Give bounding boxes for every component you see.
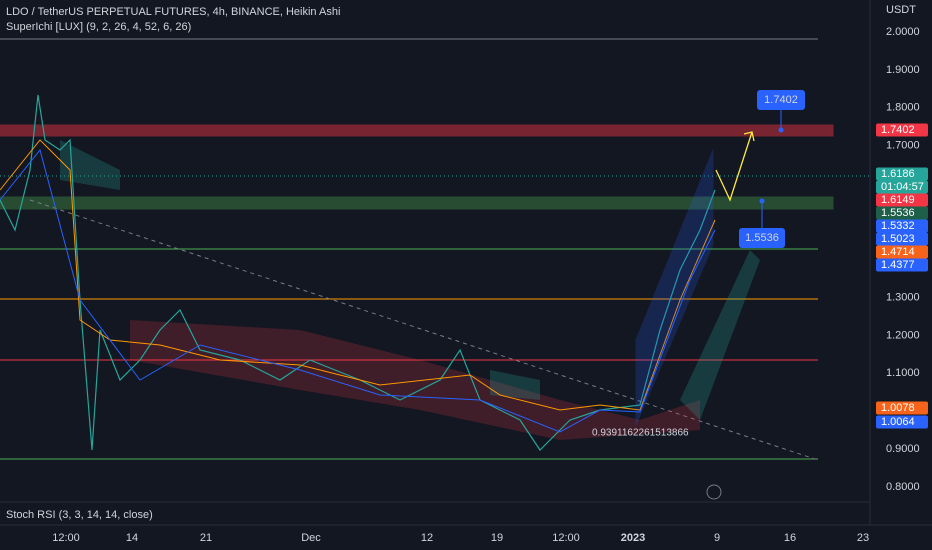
time-label: Dec <box>301 532 321 544</box>
price-tag-text: 1.6149 <box>881 194 915 206</box>
price-tag <box>876 401 928 415</box>
cloud <box>130 320 700 440</box>
support-zone <box>0 196 834 210</box>
price-tag-text: 1.4714 <box>881 246 915 258</box>
price-label: 1.8000 <box>886 102 920 114</box>
price-tag <box>876 415 928 429</box>
currency: USDT <box>886 4 916 16</box>
time-label: 9 <box>714 532 720 544</box>
time-label: 12 <box>421 532 433 544</box>
callout-dot <box>759 198 765 204</box>
level-text: 0.9391162261513866 <box>592 428 689 439</box>
time-label: 23 <box>857 532 869 544</box>
title: LDO / TetherUS PERPETUAL FUTURES, 4h, BI… <box>6 6 340 18</box>
price-label: 1.1000 <box>886 367 920 379</box>
price-label: 1.9000 <box>886 64 920 76</box>
price-tag-text: 01:04:57 <box>881 181 924 193</box>
price-label: 1.3000 <box>886 291 920 303</box>
price-label: 2.0000 <box>886 26 920 38</box>
price-label: 1.7000 <box>886 140 920 152</box>
rsi-label: Stoch RSI (3, 3, 14, 14, close) <box>6 509 153 521</box>
time-label: 2023 <box>621 532 645 544</box>
price-tag-text: 1.5536 <box>881 207 915 219</box>
baseline <box>0 139 716 411</box>
price-tag <box>876 219 928 233</box>
price-tag <box>876 167 928 181</box>
alert-icon <box>706 484 722 500</box>
price-series <box>0 94 716 451</box>
price-tag-text: 1.7402 <box>881 124 915 136</box>
price-label: 0.9000 <box>886 443 920 455</box>
price-tag-text: 1.5023 <box>881 233 915 245</box>
price-tag-text: 1.0078 <box>881 402 915 414</box>
price-tag <box>876 206 928 220</box>
time-label: 12:00 <box>552 532 580 544</box>
callout <box>757 90 805 110</box>
time-label: 16 <box>784 532 796 544</box>
time-label: 19 <box>491 532 503 544</box>
cloud <box>60 140 760 420</box>
price-label: 1.2000 <box>886 329 920 341</box>
price-tag-text: 1.5332 <box>881 220 915 232</box>
price-tag <box>876 245 928 259</box>
price-tag <box>876 193 928 207</box>
price-tag <box>876 258 928 272</box>
callout-text: 1.5536 <box>745 232 779 244</box>
callout-dot <box>778 127 784 133</box>
time-label: 14 <box>126 532 138 544</box>
channel <box>635 149 714 426</box>
price-tag-text: 1.4377 <box>881 259 915 271</box>
price-label: 0.8000 <box>886 481 920 493</box>
callout-text: 1.7402 <box>764 94 798 106</box>
price-tag <box>876 123 928 137</box>
price-tag-text: 1.0064 <box>881 416 915 428</box>
indicator: SuperIchi [LUX] (9, 2, 26, 4, 52, 6, 26) <box>6 21 191 33</box>
time-label: 21 <box>200 532 212 544</box>
conversion-line <box>0 148 716 433</box>
price-tag <box>876 180 928 194</box>
price-tag-text: 1.6186 <box>881 168 915 180</box>
trend-line <box>29 199 819 461</box>
projection-arrow <box>715 131 755 202</box>
time-label: 12:00 <box>52 532 80 544</box>
price-tag <box>876 232 928 246</box>
callout <box>739 228 785 248</box>
resistance-zone <box>0 124 834 137</box>
